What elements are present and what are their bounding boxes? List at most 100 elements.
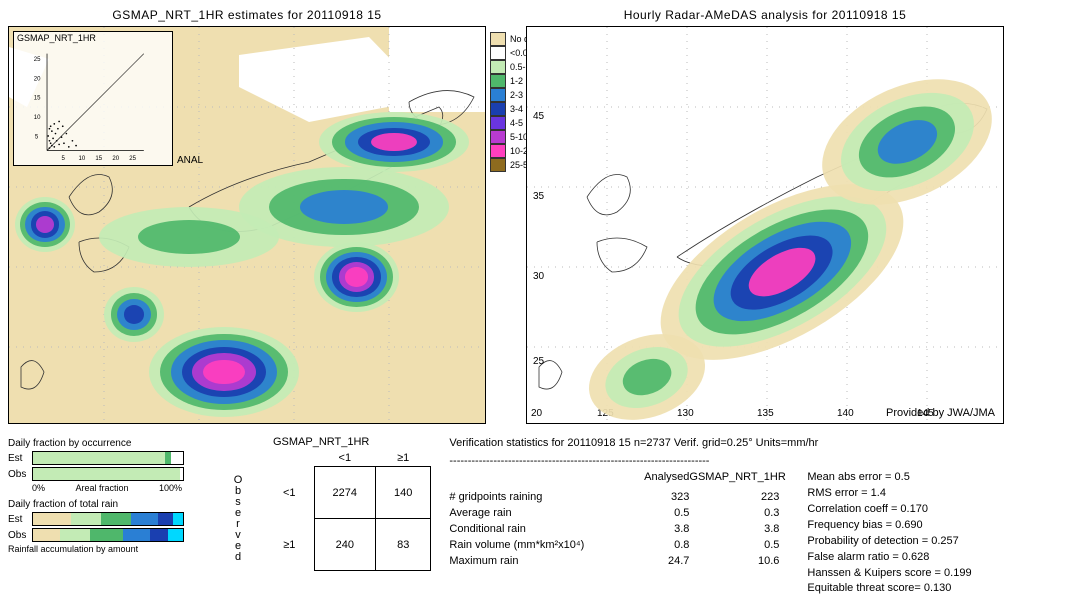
col-lt1: <1 <box>314 450 375 467</box>
contingency-title: GSMAP_NRT_1HR <box>211 436 431 448</box>
legend-swatch <box>490 102 506 116</box>
verification-row: Maximum rain24.710.6 <box>449 554 779 570</box>
verification-row: # gridpoints raining323223 <box>449 490 779 506</box>
scale-mid: Areal fraction <box>75 483 128 493</box>
svg-text:15: 15 <box>34 96 41 102</box>
fraction-segment <box>158 513 173 525</box>
legend-label: 2-3 <box>510 90 523 100</box>
gsmap-map: GSMAP_NRT_1HR 510152025 510152025 <box>8 26 486 424</box>
cell-b: 140 <box>376 467 431 519</box>
obs-label: Obs <box>8 530 32 541</box>
est-label: Est <box>8 514 32 525</box>
legend-swatch <box>490 32 506 46</box>
legend-swatch <box>490 116 506 130</box>
precip-blob <box>36 216 54 233</box>
radar-map: 20 125 130 135 140 145 25 30 35 45 Provi… <box>526 26 1004 424</box>
score-line: Equitable threat score= 0.130 <box>807 581 971 597</box>
cell-a: 2274 <box>314 467 375 519</box>
svg-text:10: 10 <box>34 115 41 121</box>
fraction-segment <box>33 513 71 525</box>
fraction-segment <box>101 513 131 525</box>
cell-d: 83 <box>376 519 431 571</box>
legend-swatch <box>490 74 506 88</box>
col-gsmap: GSMAP_NRT_1HR <box>689 470 779 486</box>
svg-text:5: 5 <box>35 134 39 140</box>
legend-swatch <box>490 158 506 172</box>
legend-swatch <box>490 130 506 144</box>
legend-swatch <box>490 60 506 74</box>
fraction-segment <box>150 529 168 541</box>
verif-label: Conditional rain <box>449 522 629 538</box>
verif-gsmap: 3.8 <box>689 522 779 538</box>
fraction-segment <box>131 513 158 525</box>
legend-label: 3-4 <box>510 104 523 114</box>
svg-text:10: 10 <box>78 156 85 162</box>
anal-label: ANAL <box>177 155 203 166</box>
col-analysed: Analysed <box>629 470 689 486</box>
precip-blob <box>300 190 388 224</box>
col-ge1: ≥1 <box>376 450 431 467</box>
verif-gsmap: 223 <box>689 490 779 506</box>
provider-label: Provided by JWA/JMA <box>886 407 995 419</box>
verif-gsmap: 10.6 <box>689 554 779 570</box>
fractions-panel: Daily fraction by occurrence Est Obs 0% … <box>8 436 193 554</box>
precip-blob <box>345 267 368 286</box>
row-ge1: ≥1 <box>265 519 314 571</box>
scale-right: 100% <box>159 483 182 493</box>
fraction-segment <box>60 529 90 541</box>
verif-label: # gridpoints raining <box>449 490 629 506</box>
fraction-segment <box>71 513 101 525</box>
verification-header: Verification statistics for 20110918 15 … <box>449 436 971 452</box>
x-tick: 20 <box>531 408 542 419</box>
precip-blob <box>371 133 417 151</box>
svg-text:5: 5 <box>62 156 66 162</box>
rainfall-accum-title: Rainfall accumulation by amount <box>8 544 193 554</box>
legend-swatch <box>490 88 506 102</box>
precip-blob <box>138 220 240 254</box>
y-tick: 45 <box>533 111 544 122</box>
svg-text:25: 25 <box>34 57 41 63</box>
contingency-table: <1 ≥1 Observed <1 2274 140 ≥1 240 83 <box>211 450 431 571</box>
verif-analysed: 3.8 <box>629 522 689 538</box>
y-tick: 35 <box>533 191 544 202</box>
fraction-occurrence-title: Daily fraction by occurrence <box>8 438 193 449</box>
fraction-segment <box>33 452 165 464</box>
verif-label: Maximum rain <box>449 554 629 570</box>
gsmap-map-title: GSMAP_NRT_1HR estimates for 20110918 15 <box>8 8 486 22</box>
score-line: False alarm ratio = 0.628 <box>807 550 971 566</box>
verif-label: Average rain <box>449 506 629 522</box>
total-est-bar <box>32 512 184 526</box>
fraction-segment <box>173 513 184 525</box>
svg-text:20: 20 <box>112 156 119 162</box>
verification-row: Conditional rain3.83.8 <box>449 522 779 538</box>
cell-c: 240 <box>314 519 375 571</box>
fraction-segment <box>33 468 180 480</box>
verif-analysed: 323 <box>629 490 689 506</box>
radar-map-panel: Hourly Radar-AMeDAS analysis for 2011091… <box>526 8 1004 424</box>
scale-left: 0% <box>32 483 45 493</box>
inset-scatter-panel: GSMAP_NRT_1HR 510152025 510152025 <box>13 31 173 166</box>
fraction-segment <box>123 529 150 541</box>
legend-swatch <box>490 144 506 158</box>
verif-analysed: 24.7 <box>629 554 689 570</box>
fraction-segment <box>33 529 60 541</box>
gsmap-map-panel: GSMAP_NRT_1HR estimates for 20110918 15 <box>8 8 486 424</box>
verif-gsmap: 0.5 <box>689 538 779 554</box>
verif-analysed: 0.8 <box>629 538 689 554</box>
x-tick: 130 <box>677 408 694 419</box>
total-obs-bar <box>32 528 184 542</box>
verif-gsmap: 0.3 <box>689 506 779 522</box>
score-line: Mean abs error = 0.5 <box>807 470 971 486</box>
svg-text:25: 25 <box>129 156 136 162</box>
verif-label: Rain volume (mm*km²x10⁴) <box>449 538 629 554</box>
inset-title: GSMAP_NRT_1HR <box>14 32 172 44</box>
verification-panel: Verification statistics for 20110918 15 … <box>449 436 971 597</box>
contingency-panel: GSMAP_NRT_1HR <1 ≥1 Observed <1 2274 140… <box>211 436 431 571</box>
score-line: Frequency bias = 0.690 <box>807 518 971 534</box>
legend-label: 4-5 <box>510 118 523 128</box>
precip-blob <box>203 360 244 385</box>
score-line: Probability of detection = 0.257 <box>807 534 971 550</box>
legend-swatch <box>490 46 506 60</box>
y-tick: 30 <box>533 271 544 282</box>
score-line: RMS error = 1.4 <box>807 486 971 502</box>
